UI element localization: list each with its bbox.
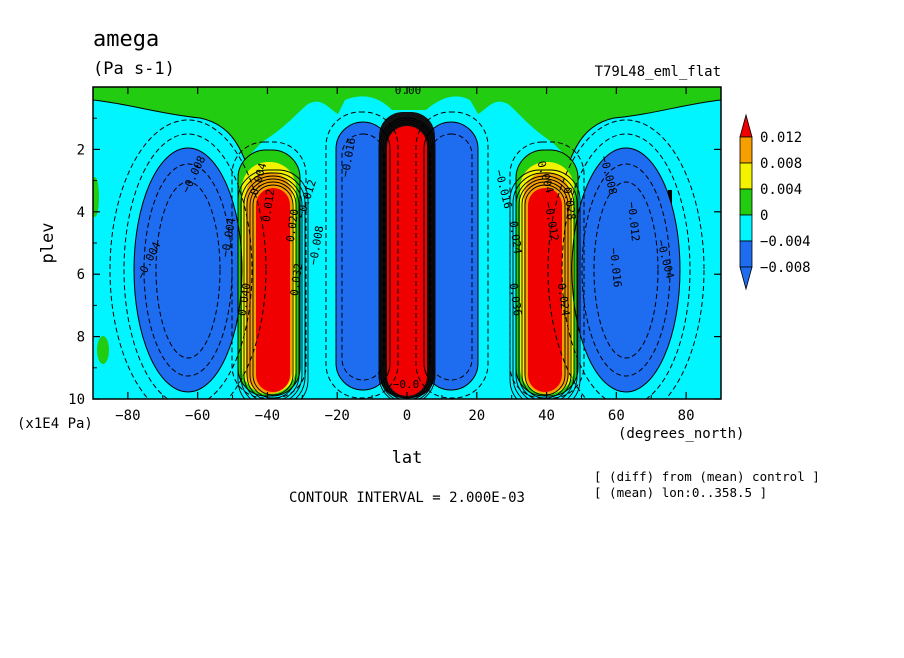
contour-ring (429, 133, 473, 381)
x-tick-label: 20 (468, 408, 485, 424)
y-tick-label: 8 (77, 330, 85, 346)
colorbar-segment (739, 162, 753, 190)
contour-ring (123, 133, 253, 399)
contour-label: 0.036 (507, 282, 524, 317)
x-axis-label: lat (392, 448, 423, 468)
contour-ring (133, 147, 243, 393)
dense-contour (509, 169, 581, 399)
colorbar-arrow-top (739, 113, 753, 138)
dense-contour (380, 119, 434, 399)
x-tick-label: 0 (403, 408, 411, 424)
edge-patch-southwest (97, 336, 109, 364)
contour-label: −0.012 (625, 201, 642, 242)
contour-label: 0.028 (561, 186, 578, 221)
contour-ring (547, 119, 705, 399)
dense-contour (515, 175, 575, 399)
colorbar-segment (739, 240, 753, 268)
dense-contour (243, 175, 303, 399)
cell-blue-south-equatorial (336, 122, 390, 390)
contour-label: 0.040 (236, 282, 253, 317)
dense-contour (524, 184, 566, 396)
y-tick-label: 4 (77, 205, 85, 221)
contour-ring (593, 181, 659, 359)
dense-contour (249, 181, 297, 399)
contour-label: −0.0 (393, 378, 420, 391)
dense-contour (512, 172, 578, 399)
plot-area: 0.00 −0.004 −0.008 −0.012 −0.016 −0.004 … (93, 84, 721, 399)
cell-red-south-subtropic (256, 188, 290, 392)
y-axis-label: plev (38, 223, 58, 264)
x-tick-label: −40 (255, 408, 280, 424)
x-axis: −80 −60 −40 −20 0 20 40 60 80 (92, 87, 722, 424)
colorbar-segment (739, 214, 753, 242)
dense-contour (240, 172, 306, 399)
contour-ring (561, 133, 691, 399)
cell-blue-north-equatorial (424, 122, 478, 390)
contour-label: −0.016 (607, 247, 624, 288)
colorbar-label: 0.004 (760, 182, 802, 198)
x-tick-label: −80 (115, 408, 140, 424)
colorbar: 0.012 0.008 0.004 0 −0.004 −0.008 (739, 113, 811, 291)
contour-label: 0.020 (284, 208, 301, 243)
contour-interval-text: CONTOUR INTERVAL = 2.000E-03 (289, 490, 525, 506)
contour-ring (335, 121, 391, 391)
x-units-label: (degrees_north) (618, 426, 744, 442)
contour-label: 0.012 (260, 188, 277, 223)
colorbar-label: −0.008 (760, 260, 811, 276)
x-tick-label: 40 (538, 408, 555, 424)
experiment-label: T79L48_eml_flat (595, 64, 721, 80)
y-tick-label: 10 (68, 392, 85, 408)
y-axis: 2 4 6 8 10 (68, 117, 721, 408)
contour-ring (415, 111, 489, 399)
contour-label: 0.024 (507, 220, 525, 255)
cell-red-equatorial (387, 126, 427, 396)
y-units-label: (x1E4 Pa) (17, 416, 93, 432)
dense-contour (378, 117, 436, 399)
contour-ring (423, 121, 479, 391)
cell-blue-south-midlat (134, 148, 242, 392)
edge-patch-west (93, 177, 99, 217)
dense-contour (518, 178, 572, 399)
contour-label: 0.024 (555, 282, 573, 317)
colorbar-label: 0.012 (760, 130, 802, 146)
mean-note: [ (mean) lon:0..358.5 ] (594, 485, 767, 500)
dense-contour (252, 184, 294, 396)
x-tick-label: −60 (185, 408, 210, 424)
y-tick-label: 2 (77, 142, 85, 158)
contour-label: 0.032 (288, 262, 305, 297)
contour-ring (581, 163, 671, 377)
colorbar-segment (739, 136, 753, 164)
diff-note: [ (diff) from (mean) control ] (594, 469, 820, 484)
dense-contour (246, 178, 300, 399)
contour-lines (109, 111, 705, 399)
colorbar-arrow-bottom (739, 266, 753, 291)
contour-ring (571, 147, 681, 393)
cell-red-north-subtropic (528, 188, 562, 392)
x-tick-label: −20 (325, 408, 350, 424)
dense-contour (521, 181, 569, 399)
zero-contour (93, 99, 721, 161)
x-tick-label: 80 (678, 408, 695, 424)
colorbar-label: 0.008 (760, 156, 802, 172)
tropopause-positive-band (93, 87, 721, 160)
dense-contour (382, 121, 432, 399)
chart-title: amega (93, 27, 159, 52)
colorbar-segment (739, 188, 753, 216)
contour-ring (325, 111, 399, 399)
y-tick-label: 6 (77, 267, 85, 283)
contour-ring (341, 133, 385, 381)
colorbar-label: 0 (760, 208, 768, 224)
colorbar-label: −0.004 (760, 234, 811, 250)
dense-contour (237, 169, 309, 399)
contour-label: 0.00 (395, 84, 422, 97)
chart-units: (Pa s-1) (93, 59, 175, 79)
x-tick-label: 60 (608, 408, 625, 424)
contour-ring (155, 181, 221, 359)
cell-blue-north-midlat (572, 148, 680, 392)
contour-ring (109, 119, 267, 399)
